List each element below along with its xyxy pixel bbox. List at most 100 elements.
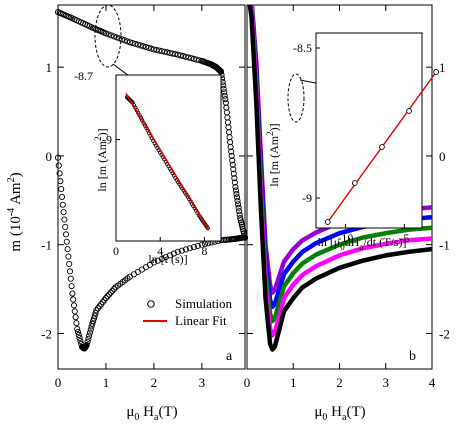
simulation-point xyxy=(227,143,234,151)
simulation-point xyxy=(224,114,231,121)
simulation-point xyxy=(223,104,230,111)
simulation-point xyxy=(129,40,136,47)
simulation-point xyxy=(158,255,165,262)
panel-b-x-tick-label: 2 xyxy=(336,375,343,390)
simulation-point xyxy=(86,332,93,339)
simulation-point xyxy=(126,39,133,46)
simulation-point xyxy=(194,242,201,249)
simulation-point xyxy=(102,30,109,37)
simulation-point xyxy=(59,201,66,208)
simulation-point xyxy=(217,68,224,75)
simulation-point xyxy=(193,56,200,63)
inset-a-y-axis-title: ln [m (Am2)] xyxy=(93,128,109,191)
simulation-point xyxy=(66,268,74,275)
inset-b-x-axis-title-tail: /dt (T/s)] xyxy=(363,235,406,249)
simulation-point xyxy=(56,170,63,177)
inset-b-frame xyxy=(315,32,423,229)
inset-a-x-tick-label: 0 xyxy=(113,244,119,258)
simulation-point xyxy=(231,179,238,186)
simulation-point xyxy=(190,244,197,251)
panel-a-x-axis-title: μ0 Ha(T) xyxy=(126,404,177,423)
simulation-point xyxy=(70,302,78,309)
simulation-point xyxy=(102,294,109,302)
simulation-point xyxy=(233,194,241,201)
simulation-point xyxy=(222,99,229,106)
inset-a-ticks: 0 4 8 -9 xyxy=(102,133,207,258)
simulation-point xyxy=(62,231,70,238)
panel-b-y-tick-label: -2 xyxy=(439,326,450,341)
simulation-point xyxy=(234,197,241,204)
simulation-point xyxy=(186,245,193,252)
inset-a-y-axis-title-sup: 2 xyxy=(93,136,103,141)
simulation-point xyxy=(142,43,149,51)
simulation-point xyxy=(107,289,114,296)
panel-a-y-tick-label: 1 xyxy=(46,60,53,75)
simulation-point xyxy=(75,331,82,339)
simulation-point xyxy=(225,124,232,131)
panel-b-x-tick-label: 3 xyxy=(383,375,390,390)
legend: Simulation Linear Fit xyxy=(143,296,233,328)
inset-a-linear-fit-line xyxy=(125,93,210,231)
inset-a-y-axis-title-main: ln [m (Am xyxy=(95,140,109,191)
inset-b-y-tick-label: -8.5 xyxy=(293,41,312,55)
simulation-point xyxy=(228,148,235,155)
panel-a-y-tick-label: -1 xyxy=(41,238,52,253)
simulation-point xyxy=(180,53,187,60)
inset-b-y-axis-title-tail: )] xyxy=(267,123,281,131)
simulation-point xyxy=(217,68,225,75)
simulation-point xyxy=(72,314,79,321)
simulation-point xyxy=(190,55,197,62)
panel-b-y-tick-label: -1 xyxy=(439,238,450,253)
simulation-point xyxy=(241,234,249,241)
simulation-point xyxy=(134,41,141,48)
panel-b-x-axis-title-h: H xyxy=(327,404,342,420)
simulation-point xyxy=(185,54,192,61)
inset-b-y-tick-label: -9 xyxy=(302,191,312,205)
simulation-point xyxy=(236,211,243,218)
simulation-point xyxy=(65,253,72,260)
simulation-point xyxy=(182,53,189,60)
panel-a-x-axis-title-suba: a xyxy=(154,412,159,423)
panel-a-x-axis-title-mu: μ xyxy=(126,404,134,420)
inset-b-x-axis-title-mid: dH xyxy=(345,235,360,249)
inset-b-data-point xyxy=(352,180,358,186)
inset-a-outside-tick-label: -8.7 xyxy=(74,69,93,83)
simulation-point xyxy=(74,325,81,333)
simulation-point xyxy=(232,183,239,191)
panel-a-y-axis-title-tail: ) xyxy=(8,172,24,177)
simulation-point xyxy=(121,37,128,44)
simulation-point xyxy=(154,257,161,264)
panel-a-y-tick-label: -2 xyxy=(41,326,52,341)
simulation-point xyxy=(54,154,62,161)
inset-b-ticks: -10 -5 -8.5 -9 xyxy=(293,41,409,245)
simulation-point xyxy=(110,286,117,293)
inset-a-simulation-point xyxy=(205,225,210,231)
panel-b-x-axis-title-unit: (T) xyxy=(346,404,365,420)
simulation-point xyxy=(188,55,195,62)
simulation-point xyxy=(223,109,230,116)
inset-a-x-tick-label: 8 xyxy=(201,244,207,258)
inset-b-x-tick-label: -10 xyxy=(337,231,353,245)
simulation-point xyxy=(236,208,243,215)
simulation-point xyxy=(86,329,94,336)
panel-a-x-tick-label: 1 xyxy=(103,375,110,390)
inset-b-y-axis-title: ln [m (Am2)] xyxy=(265,123,281,186)
simulation-point xyxy=(73,320,80,327)
simulation-point xyxy=(174,248,181,255)
simulation-point xyxy=(229,161,236,168)
panel-a-y-tick-label: 0 xyxy=(46,149,53,164)
highlight-ellipse-b xyxy=(287,73,305,123)
simulation-point xyxy=(60,209,67,216)
simulation-point xyxy=(74,328,82,336)
panel-b-y-tick-label: 0 xyxy=(439,149,446,164)
simulation-point xyxy=(178,247,185,254)
simulation-point xyxy=(116,35,123,42)
inset-b-y-axis-title-sup: 2 xyxy=(265,131,275,136)
simulation-point xyxy=(174,51,181,58)
panel-b-x-axis-title: μ0 Ha(T) xyxy=(314,404,365,423)
panel-a-x-axis-title-sub0: 0 xyxy=(134,412,139,423)
panel-b-x-axis-title-sub0: 0 xyxy=(322,412,327,423)
simulation-point xyxy=(105,31,112,38)
